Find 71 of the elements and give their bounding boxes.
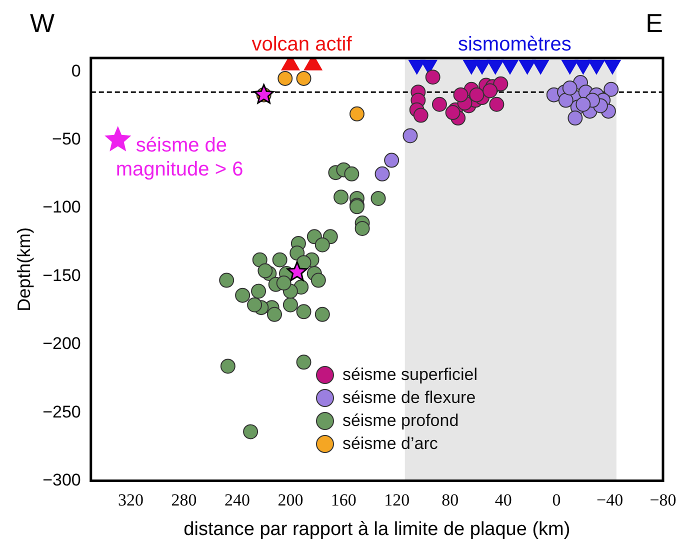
series-label: sismomètres (458, 33, 572, 56)
x-tick-label: 120 (384, 490, 410, 510)
point (258, 263, 273, 278)
point (432, 96, 447, 112)
point (384, 152, 400, 168)
point (252, 252, 268, 268)
y-axis-title: Depth(km) (14, 227, 34, 312)
point (344, 166, 360, 182)
y-tick-label: −250 (42, 402, 81, 422)
point (469, 87, 484, 102)
point (286, 261, 308, 281)
point (220, 358, 236, 374)
x-tick-label: 160 (330, 490, 356, 510)
x-tick-label: 0 (552, 490, 561, 510)
point (453, 87, 468, 102)
point (354, 220, 370, 236)
point (374, 166, 390, 182)
y-tick-label: −50 (52, 130, 81, 149)
point (247, 297, 262, 312)
point (558, 92, 574, 108)
point (296, 70, 312, 86)
point (282, 297, 298, 312)
x-tick-label: 200 (278, 490, 304, 510)
point (243, 424, 258, 440)
x-tick-label: 240 (224, 490, 250, 510)
point (310, 272, 326, 288)
point (493, 76, 508, 92)
point (267, 306, 282, 322)
y-tick-label: 0 (71, 61, 81, 80)
x-tick-label: 80 (442, 490, 459, 510)
legend-label: séisme de magnitude > 6 (116, 134, 244, 181)
point (413, 108, 428, 123)
legend-label: séisme profond (342, 411, 459, 432)
y-tick-label: −300 (42, 470, 81, 490)
point (314, 237, 330, 252)
y-tick-label: −150 (42, 266, 81, 285)
text: E (646, 8, 663, 38)
point (235, 288, 250, 303)
x-tick-label: 40 (494, 490, 512, 510)
x-tick-label: −80 (650, 490, 676, 510)
x-tick-label: 320 (118, 490, 144, 510)
x-tick-label: 280 (171, 490, 197, 510)
point (425, 70, 440, 85)
point (489, 96, 504, 112)
point (296, 304, 312, 320)
point (272, 252, 288, 268)
legend-label: séisme d’arc (342, 434, 438, 454)
legend-label: séisme de flexure (342, 388, 476, 408)
y-tick-label: −100 (42, 198, 81, 217)
x-axis-title: distance par rapport à la limite de plaque (km) (184, 518, 570, 540)
point (402, 128, 418, 144)
point (562, 80, 578, 96)
point (576, 96, 591, 112)
point (314, 306, 330, 322)
point (349, 106, 364, 122)
point (251, 284, 266, 299)
point (278, 70, 293, 86)
point (445, 105, 460, 120)
point (276, 276, 292, 291)
point (482, 83, 498, 98)
point (604, 82, 619, 97)
point (334, 190, 349, 205)
text: W (30, 8, 55, 38)
point (370, 190, 386, 206)
legend-label: séisme superficiel (342, 365, 478, 386)
x-tick-label: −40 (596, 490, 624, 510)
point (568, 110, 583, 126)
y-tick-label: −200 (42, 334, 81, 354)
series-label: volcan actif (252, 33, 352, 56)
point (219, 272, 234, 288)
point (296, 354, 312, 370)
